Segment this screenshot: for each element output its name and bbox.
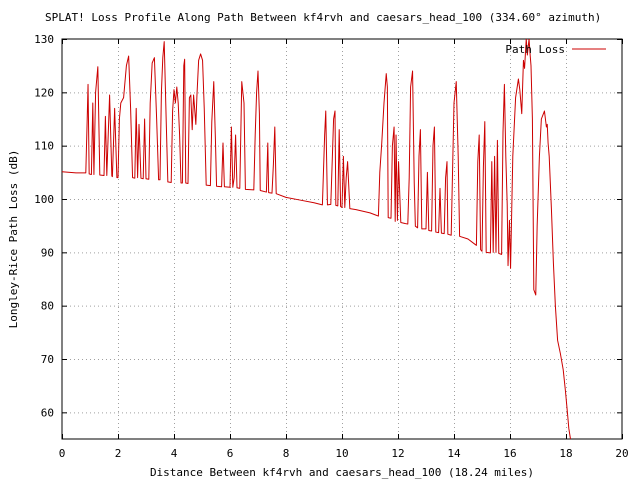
y-tick-label: 120 [34,86,54,99]
plot-area-border [61,38,623,440]
x-tick-label: 20 [615,447,628,460]
x-tick-label: 18 [559,447,572,460]
series-line-0 [62,39,571,439]
y-tick-label: 100 [34,193,54,206]
legend-label: Path Loss [505,43,565,56]
x-tick-label: 4 [171,447,178,460]
y-tick-label: 130 [34,33,54,46]
series-group [62,39,571,439]
x-tick-label: 10 [335,447,348,460]
legend: Path Loss [505,43,606,56]
x-tick-label: 8 [283,447,290,460]
axis-ticks [62,39,623,439]
x-tick-label: 6 [227,447,234,460]
x-tick-label: 2 [115,447,122,460]
chart-title: SPLAT! Loss Profile Along Path Between k… [45,11,601,24]
y-axis-label: Longley-Rice Path Loss (dB) [7,150,20,329]
y-tick-label: 60 [41,406,54,419]
x-tick-label: 12 [391,447,404,460]
tick-labels: 0 2 4 6 8 10 12 14 16 18 20 60 70 80 90 100 110 120 130 [34,33,629,460]
x-tick-label: 0 [59,447,66,460]
y-tick-label: 110 [34,140,54,153]
x-tick-label: 16 [503,447,516,460]
y-tick-label: 90 [41,246,54,259]
x-tick-label: 14 [447,447,461,460]
x-axis-label: Distance Between kf4rvh and caesars_head… [150,466,534,479]
y-tick-label: 70 [41,353,54,366]
y-tick-label: 80 [41,300,54,313]
